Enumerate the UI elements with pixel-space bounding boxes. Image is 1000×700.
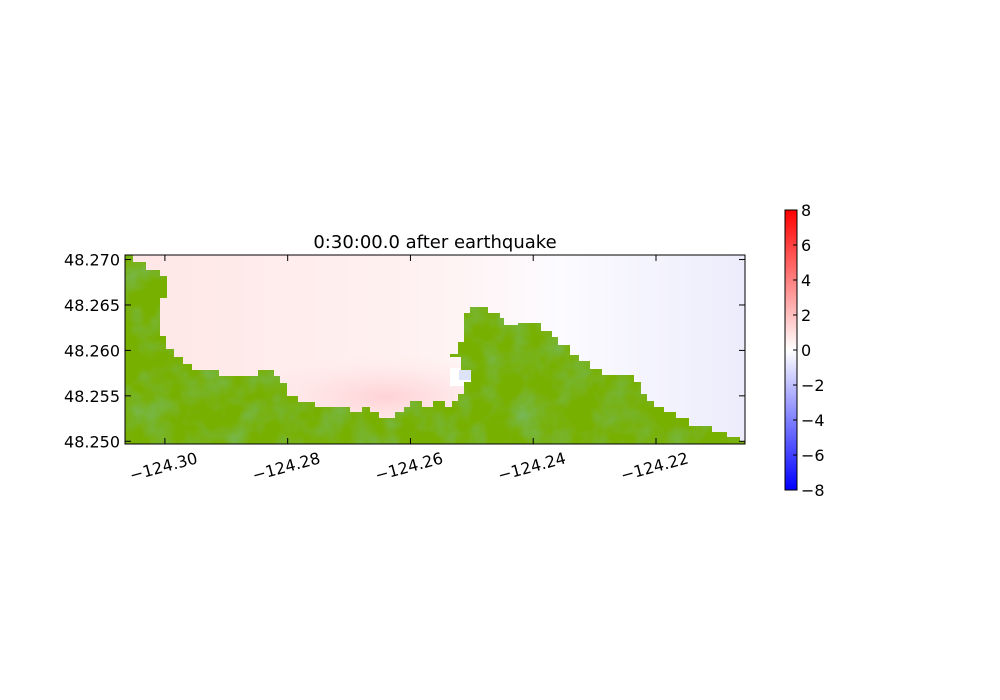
colorbar-tick-label: −8 <box>801 481 825 500</box>
axes-frame <box>124 254 746 445</box>
colorbar-tick-label: 2 <box>801 306 811 325</box>
y-tick-label: 48.255 <box>64 387 120 406</box>
x-tick-label: −124.28 <box>250 449 322 485</box>
y-tick-label: 48.270 <box>64 251 120 270</box>
colorbar: 8 6 4 2 0 −2 −4 −6 −8 <box>784 201 825 500</box>
colorbar-ticks: 8 6 4 2 0 −2 −4 −6 −8 <box>793 201 825 500</box>
shoreline-blue <box>459 370 471 380</box>
x-tick-label: −124.30 <box>128 449 200 485</box>
x-tick-label: −124.26 <box>373 449 445 485</box>
y-tick-label: 48.265 <box>64 296 120 315</box>
colorbar-tick-label: −2 <box>801 376 825 395</box>
colorbar-tick-label: 8 <box>801 201 811 220</box>
colorbar-tick-label: −4 <box>801 411 825 430</box>
colorbar-tick-label: 4 <box>801 271 811 290</box>
colorbar-tick-label: −6 <box>801 446 825 465</box>
y-tick-label: 48.250 <box>64 432 120 451</box>
plot-area: −124.30 −124.28 −124.26 −124.24 −124.22 48.2… <box>64 251 746 485</box>
y-axis: 48.250 48.255 48.260 48.265 48.270 <box>64 251 745 451</box>
x-tick-label: −124.24 <box>496 449 568 485</box>
colorbar-tick-label: 6 <box>801 236 811 255</box>
colorbar-tick-label: 0 <box>801 341 811 360</box>
y-tick-label: 48.260 <box>64 341 120 360</box>
chart-title: 0:30:00.0 after earthquake <box>313 232 556 253</box>
x-tick-label: −124.22 <box>619 449 691 485</box>
